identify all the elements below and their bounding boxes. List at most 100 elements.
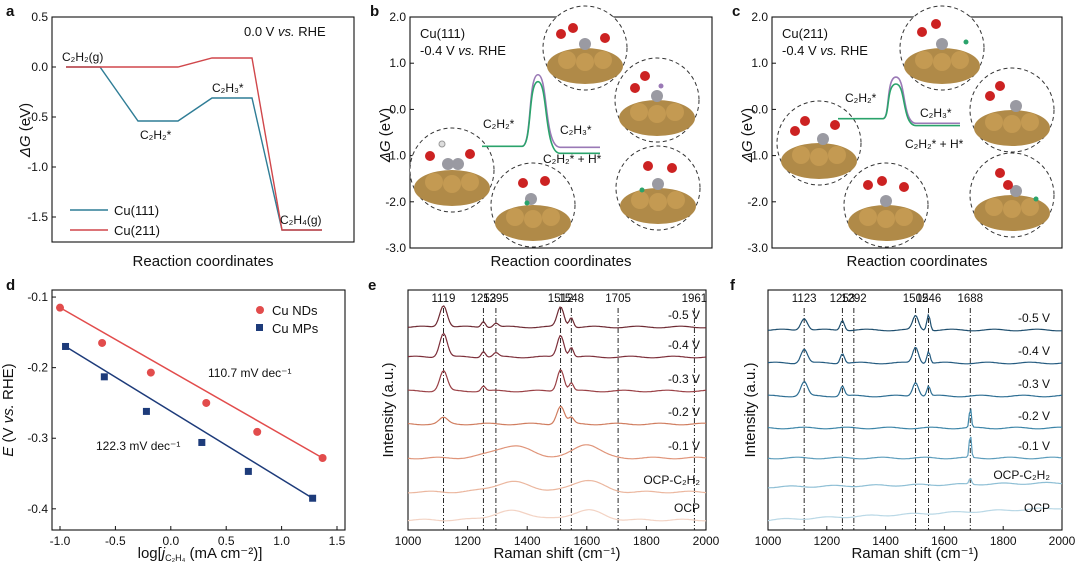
spectrum-label: -0.4 V [668,338,700,352]
panel-d: d -0.4-0.3-0.2-0.1 -1.0 -0.5 0.0 0.5 1.0 1.5 … [0,277,346,563]
panel-d-frame [51,289,346,531]
spectrum-label: -0.1 V [1018,439,1050,453]
x-tick-label: 1400 [872,534,899,548]
x-tick-label: 1800 [633,534,660,548]
x-tick-label: -0.5 [105,534,126,548]
data-point-cu-mps [100,373,108,381]
peak-label: 1295 [483,293,509,305]
spectrum-label: -0.2 V [1018,409,1050,423]
spectrum-label: OCP [1024,501,1050,515]
panel-b-y-ticks: -3.0 -2.0 -1.0 0.0 1.0 2.0 [385,10,414,255]
panel-b-condition: -0.4 V vs. RHE [420,43,506,58]
panel-e: e 1000 1200 1400 1600 1800 2000 Intensity (a.… [368,277,720,562]
structure-inset [843,162,929,248]
data-point-cu-mps [62,342,70,350]
peak-label: 1123 [792,293,817,305]
panel-c-title: Cu(211) [782,26,828,41]
barrier-curve-1 [521,80,600,155]
panel-label-c: c [732,3,740,20]
panel-f-xlabel: Raman shift (cm⁻¹) [851,545,978,562]
spectrum-line [408,369,707,393]
fit-line [65,345,314,499]
panel-c: c -3.0 -2.0 -1.0 0.0 1.0 2.0 ΔG (eV) Reaction… [732,3,1063,270]
x-tick-label: 0.5 [218,534,235,548]
spectrum-line [407,405,707,426]
panel-label-f: f [730,277,736,294]
data-point-cu-nds [98,338,107,347]
panel-d-ylabel: E (V vs. RHE) [0,363,17,456]
barrier-curve-1 [882,83,960,127]
panel-f-ylabel: Intensity (a.u.) [742,362,759,457]
spectrum-line [768,380,1063,398]
x-tick-label: -1.0 [50,534,71,548]
fit-line [59,306,323,459]
legend-label-cu211: Cu(211) [114,223,160,238]
x-tick-label: 1.5 [329,534,346,548]
structure-inset [614,57,700,143]
y-tick-label: -3.0 [747,241,768,255]
data-point-cu-nds [318,454,327,462]
spectrum-line [768,478,1063,489]
structure-inset [969,152,1055,238]
panel-a-plot: C₂H₂(g) C₂H₂* C₂H₃* C₂H₄(g) [62,50,322,231]
y-tick-label: -3.0 [385,241,406,255]
y-tick-label: 0.0 [751,102,768,116]
y-tick-label: -0.2 [27,361,48,375]
y-tick-label: 2.0 [751,10,768,24]
spectrum-line [767,436,1063,460]
spectrum-line [767,346,1063,365]
peak-label: 1119 [432,293,456,305]
state-label: C₂H₃* [212,81,244,95]
x-tick-label: 0.0 [162,534,179,548]
y-tick-label: -0.5 [27,110,48,124]
data-point-cu-mps [142,407,150,415]
legend-label-cu-nds: Cu NDs [272,303,318,318]
panel-c-condition: -0.4 V vs. RHE [782,43,868,58]
structure-inset [490,162,576,248]
panel-a-legend: Cu(111) Cu(211) [70,203,160,238]
x-tick-label: 1600 [573,534,600,548]
spectrum-label: -0.5 V [668,308,700,322]
y-tick-label: -0.3 [27,431,48,445]
state-label: C₂H₄(g) [280,213,322,227]
spectrum-line [408,479,707,494]
panel-b-series-label-c2h2-h: C₂H₂* + H* [543,152,602,166]
y-tick-label: 0.0 [31,60,48,74]
panel-b-structure-insets [409,5,701,248]
spectrum-line [407,332,707,359]
peak-label: 1688 [957,293,983,305]
data-point-cu-mps [244,467,252,475]
peak-label: 1292 [841,293,867,305]
spectrum-line [407,305,707,329]
panel-c-ylabel: ΔG (eV) [739,108,756,163]
y-tick-label: -1.0 [385,149,406,163]
y-tick-label: -0.4 [27,502,48,516]
panel-f: f 1000 1200 1400 1600 1800 2000 Intensity (a.… [730,277,1076,562]
peak-label: 1502 [903,293,929,305]
y-tick-label: -2.0 [385,195,406,209]
x-tick-label: 1.0 [273,534,290,548]
x-tick-label: 1600 [931,534,958,548]
panel-d-slope-label-nds: 110.7 mV dec⁻¹ [208,366,291,380]
panel-a-ylabel: ΔG (eV) [17,103,34,158]
y-tick-label: -1.0 [747,149,768,163]
spectrum-label: -0.1 V [668,439,700,453]
panel-d-xlabel: log[jC₂H₄ (mA cm⁻²)] [138,545,263,563]
structure-inset [542,5,628,91]
peak-label: 1512 [548,293,574,305]
panel-label-e: e [368,277,376,294]
spectrum-label: -0.3 V [1018,377,1050,391]
panel-c-series-label-c2h2-h: C₂H₂* + H* [905,137,964,151]
x-tick-label: 1400 [514,534,541,548]
structure-inset [969,67,1055,153]
panel-b-title: Cu(111) [420,26,465,41]
data-point-cu-nds [56,303,64,312]
panel-f-frame [767,289,1063,531]
panel-c-plot [838,76,960,127]
spectrum-label: OCP-C₂H₂ [993,468,1050,482]
x-tick-label: 1200 [454,534,481,548]
panel-a-condition: 0.0 V vs. RHE [244,24,326,39]
